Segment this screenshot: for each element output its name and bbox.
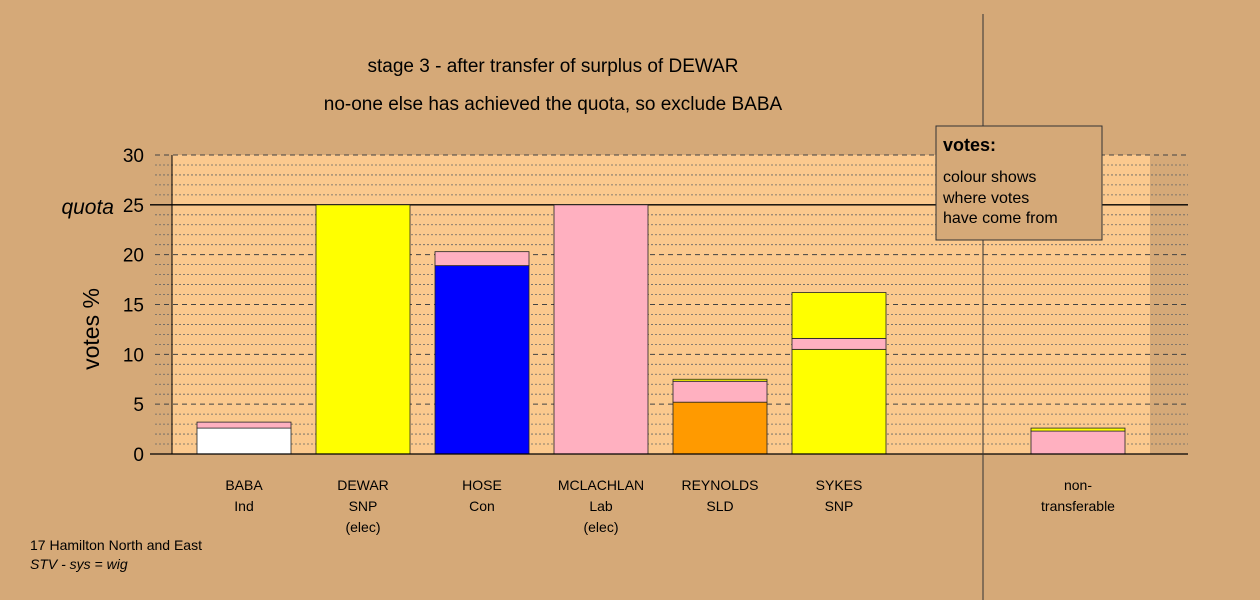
legend-title: votes: (943, 135, 996, 155)
y-tick-label: 20 (123, 246, 144, 267)
bar-segment (315, 204, 411, 455)
chart-subtitle: no-one else has achieved the quota, so e… (324, 94, 783, 115)
y-tick-label: 5 (133, 395, 144, 416)
x-tick-label: Con (469, 498, 495, 514)
bar-segment (672, 378, 768, 382)
legend-line: have come from (943, 210, 1058, 227)
x-tick-label: MCLACHLAN (558, 477, 644, 493)
footer-constituency: 17 Hamilton North and East (30, 537, 202, 553)
x-tick-label: BABA (225, 477, 263, 493)
y-tick-labels: 0 5 10 15 20 25 30 (123, 146, 144, 466)
y-tick-label: 10 (123, 345, 144, 366)
y-tick-label: 25 (123, 196, 144, 217)
y-tick-label: 30 (123, 146, 144, 167)
bar-segment (434, 265, 530, 455)
x-tick-label: REYNOLDS (681, 477, 758, 493)
bar-segment (672, 380, 768, 403)
legend-box: votes: colour shows where votes have com… (935, 125, 1103, 241)
axes (150, 14, 1188, 600)
bar-segment (1030, 427, 1126, 432)
bar-segment (196, 421, 292, 429)
x-tick-label: SLD (706, 498, 733, 514)
y-tick-label: 15 (123, 296, 144, 317)
x-tick-label: (elec) (345, 519, 380, 535)
bar-segment (196, 427, 292, 455)
x-tick-label: non- (1064, 477, 1092, 493)
bar-segment (1030, 430, 1126, 455)
legend-line: where votes (942, 190, 1029, 207)
bar-segment (672, 401, 768, 455)
x-tick-label: HOSE (462, 477, 502, 493)
bar-segment (791, 348, 887, 455)
x-tick-label: SNP (825, 498, 854, 514)
bars (196, 204, 1126, 455)
quota-label: quota (61, 196, 114, 219)
x-tick-label: Lab (589, 498, 613, 514)
bar-segment (434, 251, 530, 267)
x-tick-label: SNP (349, 498, 378, 514)
x-tick-label: DEWAR (337, 477, 389, 493)
bar-segment (791, 337, 887, 350)
x-tick-label: SYKES (816, 477, 863, 493)
legend-line: colour shows (943, 169, 1036, 186)
x-tick-label: (elec) (583, 519, 618, 535)
x-tick-label: Ind (234, 498, 253, 514)
chart-title: stage 3 - after transfer of surplus of D… (368, 56, 739, 77)
bar-segment (553, 204, 649, 455)
y-tick-label: 0 (133, 445, 144, 466)
x-tick-label: transferable (1041, 498, 1115, 514)
footer-system: STV - sys = wig (30, 556, 128, 572)
x-tick-labels: BABA Ind DEWAR SNP (elec) HOSE Con MCLACHLAN Lab… (225, 477, 1115, 535)
y-axis-label: votes % (78, 288, 104, 370)
bar-segment (791, 292, 887, 339)
